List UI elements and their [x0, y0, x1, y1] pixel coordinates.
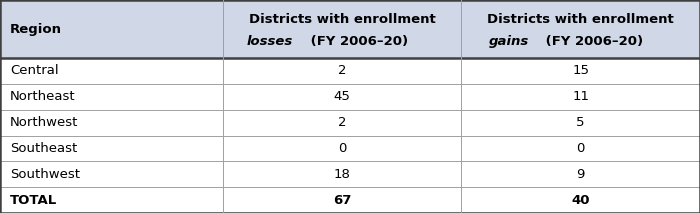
- Bar: [461, 110, 700, 135]
- Text: 2: 2: [337, 116, 346, 129]
- Bar: [461, 135, 700, 161]
- Text: Region: Region: [10, 23, 62, 36]
- Text: Central: Central: [10, 65, 58, 78]
- Text: Northwest: Northwest: [10, 116, 78, 129]
- Text: 15: 15: [572, 65, 589, 78]
- Bar: [0, 84, 223, 110]
- Bar: [461, 161, 700, 187]
- Bar: [0, 135, 223, 161]
- Text: losses: losses: [246, 35, 293, 48]
- Bar: [461, 187, 700, 213]
- Text: 40: 40: [571, 194, 590, 207]
- Bar: [223, 110, 461, 135]
- Text: 9: 9: [577, 168, 584, 181]
- Text: 18: 18: [333, 168, 351, 181]
- Bar: [461, 0, 700, 58]
- Bar: [223, 84, 461, 110]
- Text: (FY 2006–20): (FY 2006–20): [540, 35, 643, 48]
- Bar: [461, 84, 700, 110]
- Bar: [0, 58, 223, 84]
- Text: 45: 45: [333, 90, 351, 103]
- Text: (FY 2006–20): (FY 2006–20): [306, 35, 408, 48]
- Text: Districts with enrollment: Districts with enrollment: [248, 13, 435, 26]
- Bar: [223, 135, 461, 161]
- Bar: [223, 0, 461, 58]
- Bar: [0, 110, 223, 135]
- Text: 0: 0: [338, 142, 346, 155]
- Text: Southeast: Southeast: [10, 142, 77, 155]
- Bar: [0, 187, 223, 213]
- Text: 5: 5: [576, 116, 585, 129]
- Text: Districts with enrollment: Districts with enrollment: [487, 13, 674, 26]
- Text: 0: 0: [577, 142, 584, 155]
- Text: TOTAL: TOTAL: [10, 194, 57, 207]
- Text: Southwest: Southwest: [10, 168, 80, 181]
- Bar: [223, 187, 461, 213]
- Text: 2: 2: [337, 65, 346, 78]
- Text: 11: 11: [572, 90, 589, 103]
- Text: 67: 67: [332, 194, 351, 207]
- Bar: [0, 161, 223, 187]
- Text: gains: gains: [489, 35, 529, 48]
- Text: Northeast: Northeast: [10, 90, 76, 103]
- Bar: [461, 58, 700, 84]
- Bar: [0, 0, 223, 58]
- Bar: [223, 58, 461, 84]
- Bar: [223, 161, 461, 187]
